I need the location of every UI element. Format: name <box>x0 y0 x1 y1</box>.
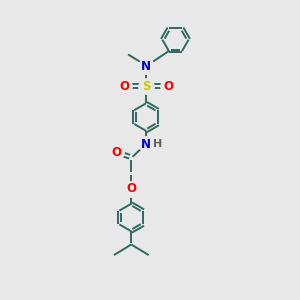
Text: O: O <box>111 146 121 159</box>
Text: N: N <box>141 138 151 151</box>
Text: O: O <box>119 80 129 93</box>
Text: O: O <box>126 182 136 195</box>
Text: H: H <box>152 139 162 149</box>
Text: S: S <box>142 80 150 93</box>
Text: O: O <box>163 80 173 93</box>
Text: N: N <box>141 60 151 73</box>
